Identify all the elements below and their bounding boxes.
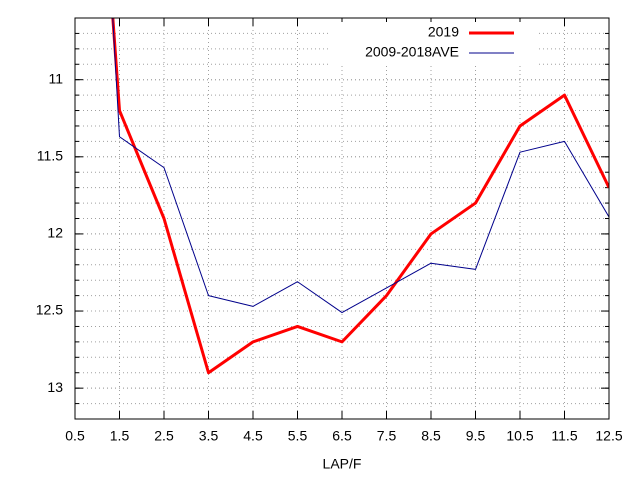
x-tick-label: 3.5 [199,428,219,444]
series-line [111,18,609,375]
x-tick-label: 5.5 [288,428,308,444]
x-tick-label: 10.5 [506,428,533,444]
x-tick-label: 7.5 [377,428,397,444]
y-tick-label: 11.5 [37,148,63,164]
x-tick-label: 0.5 [65,428,85,444]
y-tick-label: 12.5 [36,302,63,318]
x-axis-label: LAP/F [323,456,362,472]
plot-border [74,17,610,420]
legend-label: 2019 [428,24,459,40]
x-tick-label: 12.5 [595,428,622,444]
legend-label: 2009-2018AVE [365,44,459,60]
y-tick-label: 11 [48,70,63,86]
x-tick-label: 4.5 [243,428,263,444]
series-line [112,18,609,314]
x-tick-label: 1.5 [110,428,130,444]
x-tick-label: 11.5 [551,428,577,444]
plot-area [111,18,609,375]
legend: 2019 2009-2018AVE [329,22,537,66]
y-tick-label: 13 [47,379,63,395]
x-tick-label: 9.5 [466,428,486,444]
x-tick-label: 2.5 [154,428,174,444]
x-tick-label: 8.5 [421,428,441,444]
x-tick-label: 6.5 [332,428,352,444]
y-tick-label: 12 [47,225,63,241]
legend-box [329,22,537,66]
